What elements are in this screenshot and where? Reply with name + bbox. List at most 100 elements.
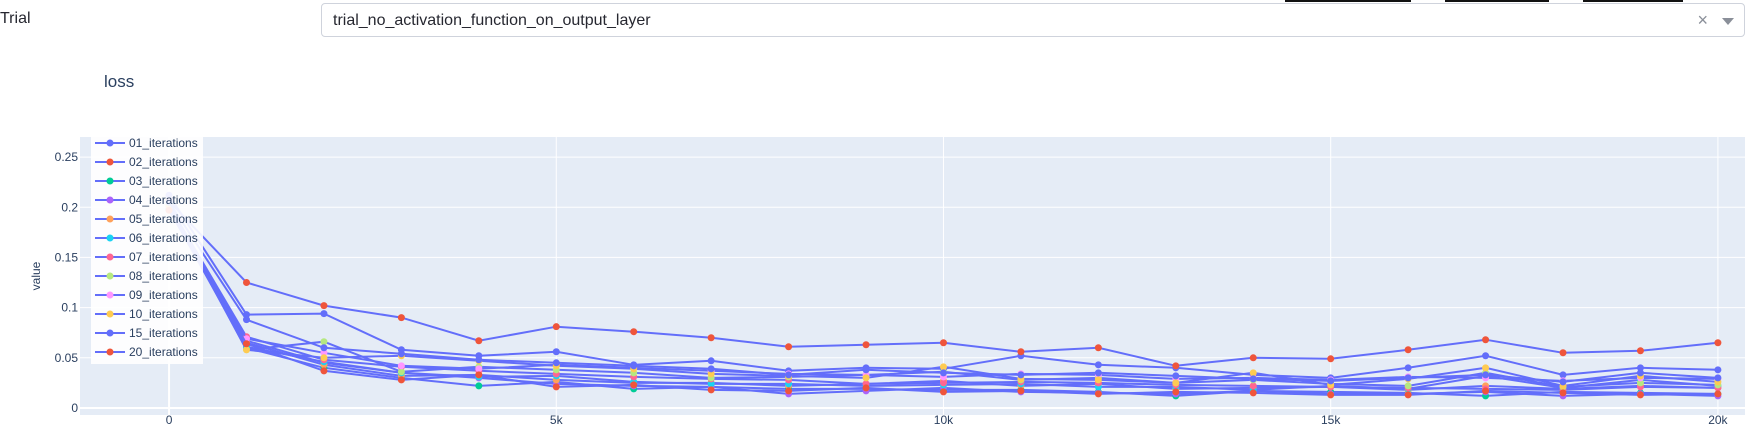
data-point bbox=[320, 354, 328, 362]
data-point bbox=[1404, 382, 1412, 390]
data-point bbox=[475, 356, 483, 364]
data-point bbox=[785, 371, 793, 379]
data-point bbox=[862, 374, 870, 382]
data-point bbox=[939, 388, 947, 396]
legend-label: 05_iterations bbox=[129, 212, 198, 226]
data-point bbox=[1559, 389, 1567, 397]
legend-item[interactable]: 07_iterations bbox=[95, 250, 198, 264]
y-tick-label: 0.05 bbox=[55, 351, 79, 365]
legend-item[interactable]: 08_iterations bbox=[95, 269, 198, 283]
series-20_iterations bbox=[165, 206, 1722, 399]
legend-label: 07_iterations bbox=[129, 250, 198, 264]
data-point bbox=[1482, 336, 1490, 344]
data-point bbox=[939, 339, 947, 347]
legend-label: 02_iterations bbox=[129, 155, 198, 169]
data-point bbox=[1714, 366, 1722, 374]
data-point bbox=[1636, 364, 1644, 372]
data-point bbox=[1636, 379, 1644, 387]
data-point bbox=[1249, 382, 1257, 390]
legend-label: 01_iterations bbox=[129, 136, 198, 150]
legend-label: 20_iterations bbox=[129, 345, 198, 359]
legend-marker bbox=[106, 291, 114, 299]
y-tick-label: 0.25 bbox=[55, 150, 79, 164]
data-point bbox=[320, 344, 328, 352]
trial-label: Trial bbox=[0, 10, 31, 27]
x-tick-label: 15k bbox=[1321, 413, 1341, 427]
data-point bbox=[1482, 371, 1490, 379]
legend-item[interactable]: 04_iterations bbox=[95, 193, 198, 207]
clear-icon[interactable]: × bbox=[1697, 10, 1708, 30]
legend-item[interactable]: 06_iterations bbox=[95, 231, 198, 245]
data-point bbox=[1249, 354, 1257, 362]
data-point bbox=[1094, 390, 1102, 398]
legend-item[interactable]: 15_iterations bbox=[95, 326, 198, 340]
trial-select[interactable]: trial_no_activation_function_on_output_l… bbox=[321, 3, 1745, 37]
x-axis-ticks: 0 5k 10k 15k 20k bbox=[166, 413, 1729, 427]
chevron-down-icon[interactable] bbox=[1722, 18, 1734, 25]
legend-marker bbox=[106, 348, 114, 356]
data-point bbox=[939, 363, 947, 371]
data-point bbox=[862, 341, 870, 349]
data-point bbox=[1172, 379, 1180, 387]
data-point bbox=[320, 367, 328, 375]
data-point bbox=[630, 381, 638, 389]
legend[interactable]: 01_iterations 02_iterations 03_iterations 0… bbox=[91, 132, 203, 364]
legend-label: 08_iterations bbox=[129, 269, 198, 283]
data-point bbox=[1172, 388, 1180, 396]
data-point bbox=[1327, 355, 1335, 363]
data-point bbox=[243, 279, 250, 287]
data-point bbox=[243, 346, 250, 354]
legend-item[interactable]: 01_iterations bbox=[95, 136, 198, 150]
data-point bbox=[397, 314, 405, 322]
toolbar-strip bbox=[1445, 0, 1549, 2]
legend-marker bbox=[106, 177, 114, 185]
data-point bbox=[1559, 349, 1567, 357]
data-point bbox=[707, 370, 715, 378]
data-point bbox=[1017, 348, 1025, 356]
data-point bbox=[939, 379, 947, 387]
data-point bbox=[475, 371, 483, 379]
legend-item[interactable]: 10_iterations bbox=[95, 307, 198, 321]
data-point bbox=[1327, 391, 1335, 399]
data-point bbox=[1404, 391, 1412, 399]
data-point bbox=[630, 362, 638, 370]
data-point bbox=[552, 383, 560, 391]
data-point bbox=[630, 328, 638, 336]
data-point bbox=[397, 368, 405, 376]
data-point bbox=[707, 334, 715, 342]
data-point bbox=[475, 382, 483, 390]
legend-label: 10_iterations bbox=[129, 307, 198, 321]
data-point bbox=[243, 340, 250, 348]
data-point bbox=[1172, 362, 1180, 370]
data-point bbox=[320, 310, 328, 318]
legend-item[interactable]: 03_iterations bbox=[95, 174, 198, 188]
legend-item[interactable]: 20_iterations bbox=[95, 345, 198, 359]
y-tick-label: 0.15 bbox=[55, 250, 79, 264]
data-point bbox=[1636, 369, 1644, 377]
toolbar-strip bbox=[1285, 0, 1411, 2]
y-tick-label: 0.1 bbox=[61, 301, 78, 315]
data-point bbox=[1172, 372, 1180, 380]
legend-item[interactable]: 02_iterations bbox=[95, 155, 198, 169]
data-point bbox=[785, 387, 793, 395]
legend-item[interactable]: 09_iterations bbox=[95, 288, 198, 302]
data-point bbox=[397, 362, 405, 370]
data-point bbox=[320, 338, 328, 346]
data-point bbox=[475, 365, 483, 373]
data-point bbox=[707, 380, 715, 388]
x-tick-label: 5k bbox=[550, 413, 564, 427]
data-point bbox=[707, 357, 715, 365]
chart-title: loss bbox=[104, 72, 134, 91]
data-point bbox=[862, 366, 870, 374]
legend-marker bbox=[106, 329, 114, 337]
trial-select-value: trial_no_activation_function_on_output_l… bbox=[333, 12, 651, 29]
legend-marker bbox=[106, 215, 114, 223]
data-point bbox=[1094, 344, 1102, 352]
legend-marker bbox=[106, 158, 114, 166]
series-lines bbox=[165, 191, 1722, 400]
legend-item[interactable]: 05_iterations bbox=[95, 212, 198, 226]
data-point bbox=[1714, 390, 1722, 398]
toolbar-strip bbox=[1583, 0, 1683, 2]
legend-marker bbox=[106, 139, 114, 147]
series-15_iterations bbox=[165, 198, 1722, 386]
